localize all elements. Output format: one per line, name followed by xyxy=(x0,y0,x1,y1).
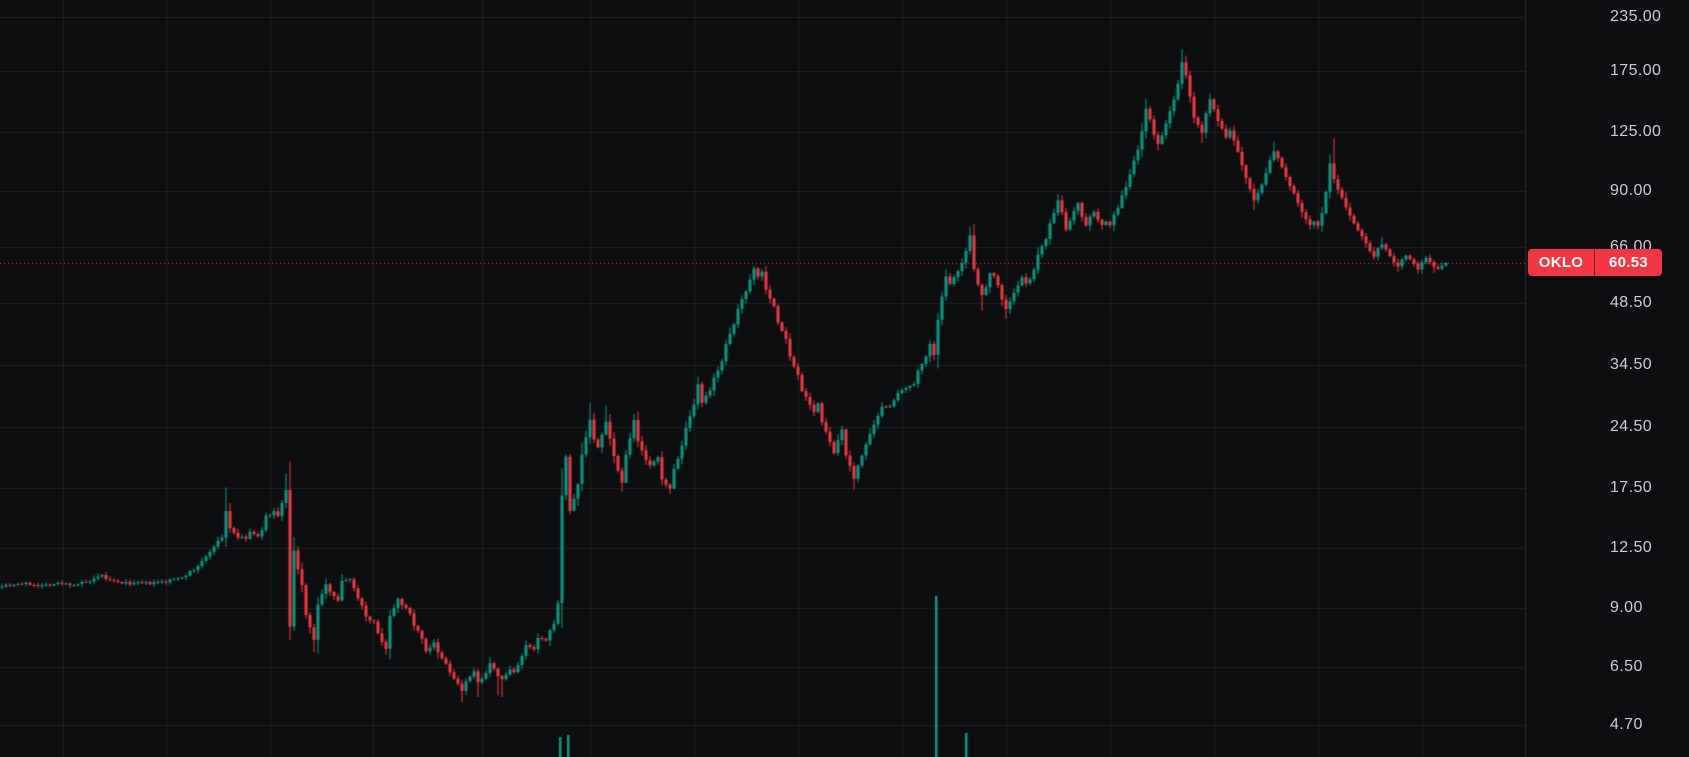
price-tick-label: 24.50 xyxy=(1610,417,1653,435)
last-price-flag-divider xyxy=(1594,249,1595,276)
last-price-flag-value: 60.53 xyxy=(1608,254,1649,271)
price-axis[interactable]: 235.00 175.00 125.00 90.00 66.00 48.50 34.50 24… xyxy=(1525,0,1689,757)
price-tick-label: 90.00 xyxy=(1610,182,1653,200)
price-tick-label: 4.70 xyxy=(1610,716,1643,734)
price-tick-label: 12.50 xyxy=(1610,539,1653,557)
price-tick-label: 48.50 xyxy=(1610,294,1653,311)
last-price-flag: OKLO 60.53 xyxy=(1528,249,1662,276)
price-tick-label: 175.00 xyxy=(1610,61,1662,79)
price-tick-label: 17.50 xyxy=(1610,478,1653,496)
price-tick-label: 125.00 xyxy=(1610,122,1662,140)
price-tick-label: 6.50 xyxy=(1610,657,1643,675)
price-tick-label: 9.00 xyxy=(1610,598,1643,616)
price-tick-label: 34.50 xyxy=(1610,355,1653,373)
price-tick-label: 235.00 xyxy=(1610,8,1662,26)
last-price-flag-symbol: OKLO xyxy=(1538,254,1584,271)
